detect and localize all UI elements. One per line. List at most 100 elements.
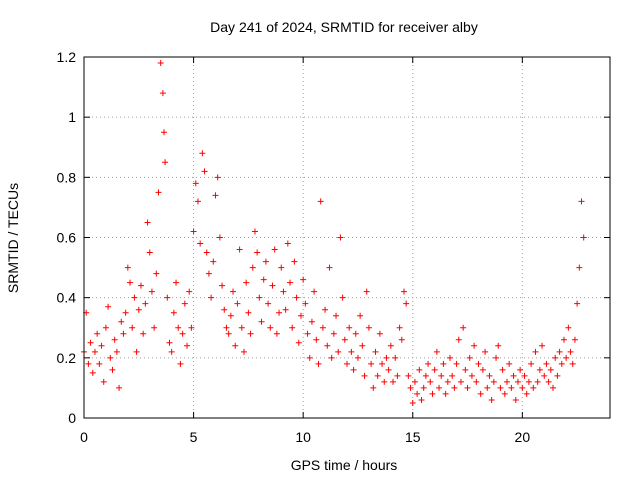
data-point xyxy=(488,396,495,403)
data-point xyxy=(304,330,311,337)
data-point xyxy=(109,366,116,373)
data-point xyxy=(576,264,583,271)
data-point xyxy=(383,354,390,361)
data-point xyxy=(350,366,357,373)
y-tick-label: 0.8 xyxy=(57,169,77,185)
data-point xyxy=(523,390,530,397)
data-point xyxy=(221,306,228,313)
data-point xyxy=(160,129,167,136)
data-point xyxy=(168,348,175,355)
data-point xyxy=(210,258,217,265)
data-point xyxy=(238,324,245,331)
data-point xyxy=(556,348,563,355)
data-point xyxy=(484,384,491,391)
data-point xyxy=(482,348,489,355)
data-point xyxy=(137,282,144,289)
data-point xyxy=(240,348,247,355)
data-point xyxy=(328,354,335,361)
data-point xyxy=(324,342,331,349)
data-point xyxy=(473,378,480,385)
data-point xyxy=(87,339,94,346)
data-point xyxy=(394,372,401,379)
data-point xyxy=(519,384,526,391)
data-point xyxy=(243,279,250,286)
data-point xyxy=(223,324,230,331)
data-point xyxy=(497,384,504,391)
data-point xyxy=(574,300,581,307)
data-point xyxy=(322,306,329,313)
data-point xyxy=(265,300,272,307)
data-point xyxy=(363,288,370,295)
data-point xyxy=(280,288,287,295)
data-point xyxy=(177,360,184,367)
data-point xyxy=(192,180,199,187)
data-point xyxy=(385,366,392,373)
data-point xyxy=(276,309,283,316)
data-point xyxy=(102,324,109,331)
data-point xyxy=(111,336,118,343)
x-tick-label: 20 xyxy=(515,429,531,445)
data-points xyxy=(81,60,587,406)
data-point xyxy=(501,390,508,397)
data-point xyxy=(256,294,263,301)
data-point xyxy=(107,354,114,361)
data-point xyxy=(297,312,304,319)
data-point xyxy=(146,249,153,256)
data-point xyxy=(295,339,302,346)
data-point xyxy=(245,309,252,316)
data-point xyxy=(219,282,226,289)
data-point xyxy=(300,276,307,283)
data-point xyxy=(403,300,410,307)
y-tick-label: 0.6 xyxy=(57,230,77,246)
data-point xyxy=(85,360,92,367)
data-point xyxy=(554,372,561,379)
data-point xyxy=(508,384,515,391)
data-point xyxy=(225,330,232,337)
data-point xyxy=(287,279,294,286)
data-point xyxy=(335,348,342,355)
data-point xyxy=(271,246,278,253)
data-point xyxy=(116,384,123,391)
data-point xyxy=(451,384,458,391)
data-point xyxy=(510,372,517,379)
data-point xyxy=(374,372,381,379)
data-point xyxy=(175,324,182,331)
y-tick-label: 1.2 xyxy=(57,49,77,65)
data-point xyxy=(144,219,151,226)
data-point xyxy=(98,342,105,349)
data-point xyxy=(234,300,241,307)
data-point xyxy=(525,378,532,385)
data-point xyxy=(140,330,147,337)
data-point xyxy=(429,390,436,397)
data-point xyxy=(120,330,127,337)
data-point xyxy=(493,354,500,361)
x-tick-label: 0 xyxy=(80,429,88,445)
data-point xyxy=(427,378,434,385)
data-point xyxy=(131,294,138,301)
data-point xyxy=(306,354,313,361)
data-point xyxy=(105,303,112,310)
data-point xyxy=(370,384,377,391)
data-point xyxy=(541,372,548,379)
data-point xyxy=(398,336,405,343)
data-point xyxy=(420,384,427,391)
data-point xyxy=(129,324,136,331)
data-point xyxy=(379,360,386,367)
tick-labels: 0 0.2 0.4 0.6 0.8 1 1.2 0 5 10 15 20 xyxy=(57,49,531,445)
data-point xyxy=(315,360,322,367)
data-point xyxy=(578,198,585,205)
data-point xyxy=(254,249,261,256)
data-point xyxy=(118,318,125,325)
data-point xyxy=(457,378,464,385)
data-point xyxy=(512,396,519,403)
data-point xyxy=(212,192,219,199)
chart-title: Day 241 of 2024, SRMTID for receiver alb… xyxy=(210,19,478,35)
data-point xyxy=(436,384,443,391)
data-point xyxy=(400,288,407,295)
axes xyxy=(83,56,611,419)
data-point xyxy=(326,264,333,271)
data-point xyxy=(205,270,212,277)
data-point xyxy=(534,378,541,385)
data-point xyxy=(536,366,543,373)
y-tick-label: 0.4 xyxy=(57,290,77,306)
